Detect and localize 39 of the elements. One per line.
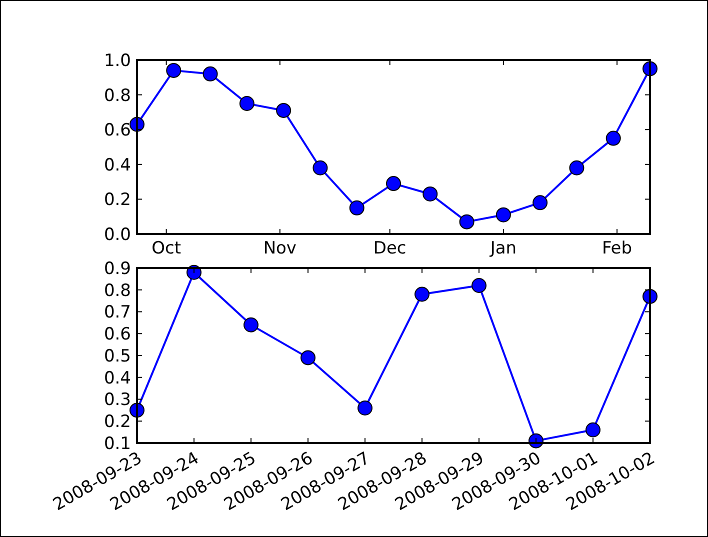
x-tick-label: Dec (373, 238, 406, 259)
point (496, 207, 511, 222)
x-tick-label: Jan (489, 238, 517, 259)
point (386, 176, 401, 192)
y-tick-label: 0.8 (104, 86, 131, 106)
point (349, 200, 364, 216)
point (244, 317, 258, 332)
point (300, 350, 316, 366)
y-tick-label: 0.7 (104, 302, 131, 323)
point (569, 160, 584, 176)
point (414, 286, 430, 302)
point (459, 214, 474, 230)
y-tick-label: 0.5 (104, 346, 131, 366)
point (239, 96, 254, 111)
point (312, 160, 328, 176)
y-tick-label: 0.2 (104, 412, 131, 432)
point (586, 422, 600, 438)
y-tick-label: 0.4 (104, 155, 131, 176)
point (422, 186, 438, 202)
y-tick-label: 0.6 (104, 120, 131, 141)
x-tick-label: Feb (602, 238, 632, 259)
y-tick-label: 0.3 (104, 390, 131, 410)
y-tick-label: 0.1 (104, 434, 131, 454)
x-tick-label: Nov (263, 238, 296, 259)
y-tick-label: 0.2 (104, 190, 131, 210)
y-tick-label: 0.9 (104, 258, 131, 279)
y-tick-label: 0.4 (104, 368, 131, 388)
y-tick-label: 0.0 (104, 224, 131, 245)
y-tick-label: 1.0 (104, 50, 131, 71)
y-tick-label: 0.6 (104, 324, 131, 345)
point (606, 130, 621, 146)
point (166, 62, 182, 78)
point (532, 195, 548, 210)
point (202, 66, 218, 82)
point (472, 278, 486, 293)
y-tick-label: 0.8 (104, 280, 131, 301)
point (276, 102, 292, 118)
x-tick-label: Oct (152, 238, 182, 259)
point (358, 400, 372, 416)
